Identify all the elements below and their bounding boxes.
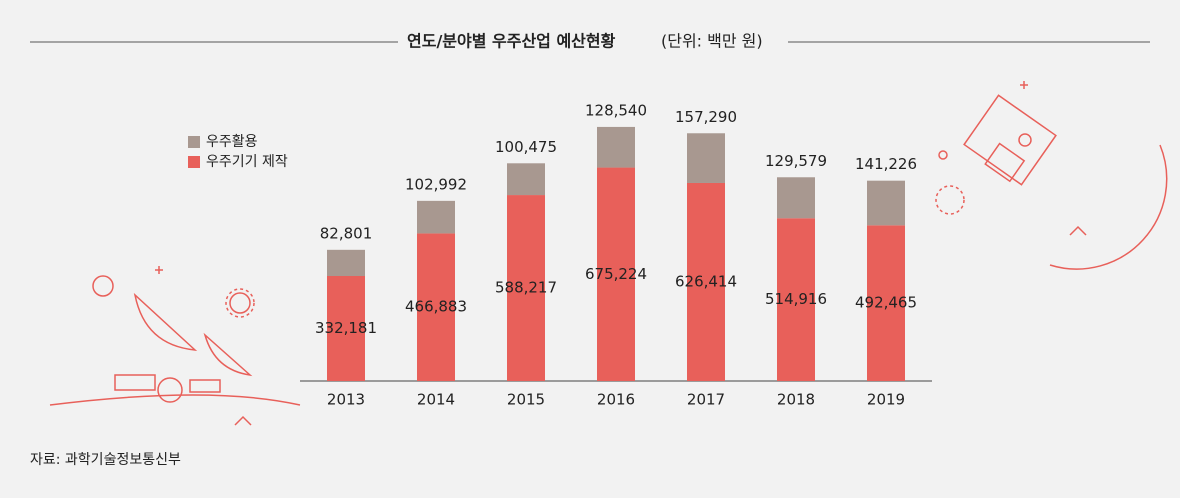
data-label: 141,226 [855,155,917,173]
chart-title: 연도/분야별 우주산업 예산현황 [407,32,616,51]
data-label: 129,579 [765,152,827,170]
bar-segment [777,177,815,219]
bar-segment [777,218,815,381]
data-label: 82,801 [320,224,373,242]
bar-segment [417,200,455,234]
bar-segment [327,275,365,381]
data-label: 100,475 [495,138,557,156]
bar-segment [687,133,725,183]
legend-swatch [188,136,200,148]
bar-segment [507,163,545,196]
bar-segment [417,233,455,381]
data-label: 588,217 [495,279,557,297]
legend-swatch [188,156,200,168]
data-label: 128,540 [585,101,647,119]
bar-segment [867,225,905,381]
data-label: 102,992 [405,175,467,193]
illustration-antennas [49,266,301,426]
bar-segment [867,180,905,226]
data-label: 492,465 [855,294,917,312]
data-label: 675,224 [585,265,647,283]
legend-label: 우주기기 제작 [206,154,288,170]
x-tick-label: 2015 [507,391,545,409]
bar-segment [327,249,365,276]
data-label: 157,290 [675,108,737,126]
bar-segment [507,195,545,381]
data-label: 466,883 [405,298,467,316]
x-tick-label: 2013 [327,391,365,409]
bar-segment [597,126,635,168]
x-tick-label: 2019 [867,391,905,409]
data-label: 332,181 [315,319,377,337]
data-label: 514,916 [765,290,827,308]
legend-label: 우주활용 [206,134,258,150]
chart-subtitle: (단위: 백만 원) [661,32,763,51]
x-tick-label: 2016 [597,391,635,409]
illustration-satellite [935,81,1168,270]
source: 자료: 과학기술정보통신부 [30,452,181,468]
x-tick-label: 2018 [777,391,815,409]
data-label: 626,414 [675,272,737,290]
x-tick-label: 2017 [687,391,725,409]
bar-segment [597,167,635,381]
bar-segment [687,182,725,381]
x-tick-label: 2014 [417,391,455,409]
